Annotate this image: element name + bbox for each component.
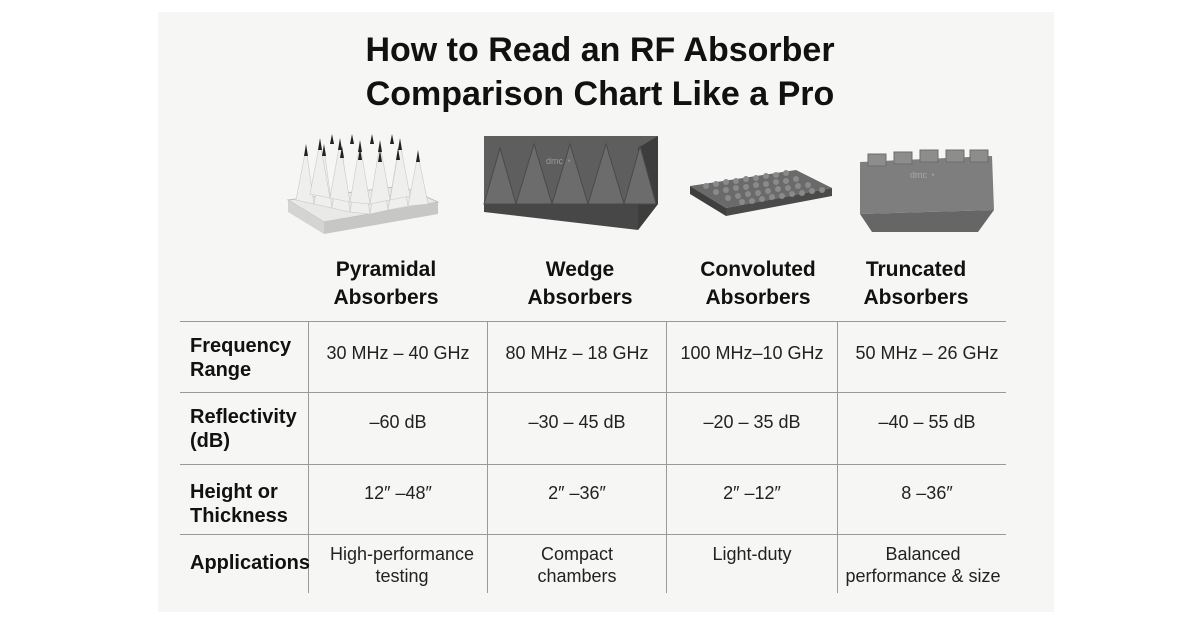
table-cell: 50 MHz – 26 GHz (855, 343, 999, 363)
table-cell: 2″ –12″ (723, 483, 781, 503)
table-cell: 100 MHz–10 GHz (680, 343, 824, 363)
wedge-absorber-image: dmc ◔ (483, 136, 658, 230)
table-cell: Light-duty (712, 544, 792, 564)
column-divider (837, 321, 838, 593)
table-cell: Compact chambers (537, 544, 617, 586)
column-header-convoluted: Convoluted Absorbers (700, 258, 816, 309)
column-header-pyramidal: Pyramidal Absorbers (333, 258, 439, 309)
pyramidal-absorber-image (286, 134, 440, 234)
table-cell: High-performance testing (329, 544, 475, 586)
table-top-border (180, 321, 1006, 322)
table-cell: 8 –36″ (901, 483, 953, 503)
table-cell: 12″ –48″ (364, 483, 432, 503)
column-header-wedge: Wedge Absorbers (527, 258, 633, 309)
row-label-applications: Applications (190, 552, 311, 574)
table-cell: –30 – 45 dB (528, 412, 626, 432)
truncated-absorber-image: dmc ◔ (860, 149, 994, 232)
table-cell: –20 – 35 dB (703, 412, 801, 432)
table-cell: 2″ –36″ (548, 483, 606, 503)
row-label-frequency: Frequency Range (190, 335, 292, 381)
title-line-1: How to Read an RF Absorber (365, 31, 835, 69)
row-divider (180, 464, 1006, 465)
column-divider (666, 321, 667, 593)
table-cell: –60 dB (369, 412, 427, 432)
column-header-truncated: Truncated Absorbers (863, 258, 969, 309)
convoluted-absorber-image (690, 170, 832, 216)
title-line-2: Comparison Chart Like a Pro (365, 75, 835, 113)
chart-card (158, 12, 1054, 612)
wedge-logo: dmc ◔ (546, 156, 571, 166)
table-cell: 80 MHz – 18 GHz (505, 343, 649, 363)
column-divider (487, 321, 488, 593)
column-divider (308, 321, 309, 593)
truncated-logo: dmc ◔ (910, 170, 935, 180)
row-divider (180, 392, 1006, 393)
table-cell: –40 – 55 dB (878, 412, 976, 432)
row-divider (180, 534, 1006, 535)
row-label-height: Height or Thickness (190, 481, 288, 527)
page-title: How to Read an RF Absorber Comparison Ch… (0, 28, 1200, 116)
table-cell: Balanced performance & size (845, 544, 1001, 586)
table-cell: 30 MHz – 40 GHz (326, 343, 470, 363)
row-label-reflectivity: Reflectivity (dB) (190, 406, 297, 452)
